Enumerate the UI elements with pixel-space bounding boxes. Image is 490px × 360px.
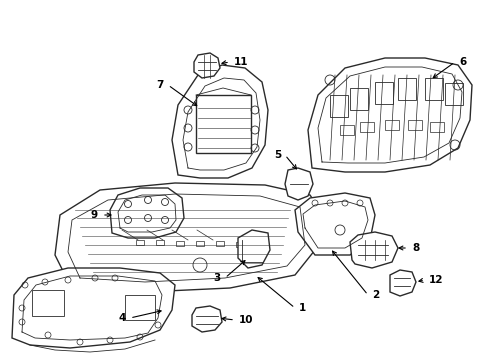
Bar — [236, 242, 244, 247]
Bar — [125, 295, 155, 320]
Text: 2: 2 — [372, 290, 379, 300]
Text: 6: 6 — [459, 57, 466, 67]
Text: 3: 3 — [214, 273, 221, 283]
Bar — [445, 83, 463, 105]
Polygon shape — [390, 270, 416, 296]
Bar — [176, 240, 184, 246]
Polygon shape — [308, 58, 472, 172]
Text: 8: 8 — [412, 243, 419, 253]
Text: 5: 5 — [274, 150, 281, 160]
Polygon shape — [110, 188, 184, 238]
Text: 9: 9 — [91, 210, 98, 220]
Bar — [32, 290, 64, 316]
Bar — [196, 241, 204, 246]
Polygon shape — [285, 168, 313, 200]
Text: 4: 4 — [119, 313, 126, 323]
Bar — [408, 120, 422, 130]
Bar — [216, 241, 224, 246]
Text: 10: 10 — [239, 315, 253, 325]
Text: 12: 12 — [429, 275, 443, 285]
Bar — [136, 240, 144, 245]
Polygon shape — [55, 183, 320, 292]
Bar — [425, 78, 443, 100]
Bar — [375, 82, 393, 104]
Bar — [330, 95, 348, 117]
Bar — [340, 125, 354, 135]
Polygon shape — [238, 230, 270, 268]
Polygon shape — [172, 65, 268, 178]
Polygon shape — [295, 193, 375, 255]
Text: 1: 1 — [299, 303, 306, 313]
Bar — [360, 122, 374, 132]
Polygon shape — [194, 53, 220, 78]
Bar — [350, 88, 368, 110]
Bar — [430, 122, 444, 132]
Bar — [398, 78, 416, 100]
Polygon shape — [350, 232, 398, 268]
Polygon shape — [12, 268, 175, 348]
Text: 11: 11 — [234, 57, 248, 67]
Bar — [385, 120, 399, 130]
Bar — [196, 95, 251, 153]
Bar — [156, 240, 164, 245]
Text: 7: 7 — [157, 80, 164, 90]
Polygon shape — [192, 306, 222, 332]
